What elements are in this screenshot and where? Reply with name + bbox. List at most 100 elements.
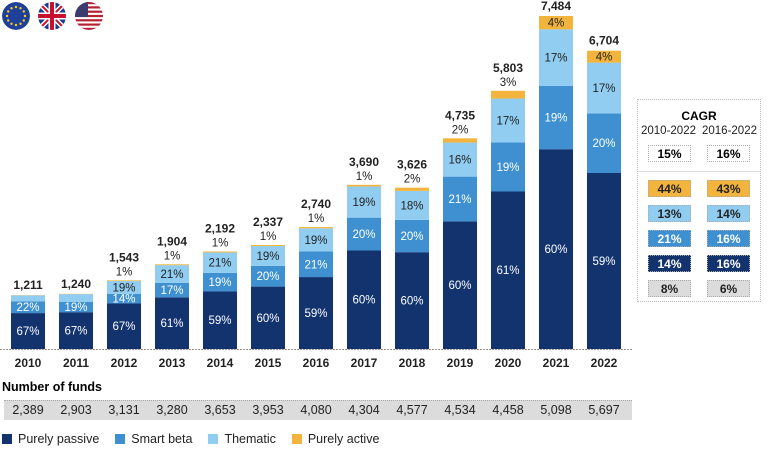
cagr-value: 6% <box>707 280 750 297</box>
legend-swatch <box>2 434 12 444</box>
segment-label: 21% <box>208 258 231 270</box>
segment-label: 22% <box>16 302 39 314</box>
bar-segment-purely-active <box>203 251 237 253</box>
bar-segment-purely-active <box>155 264 189 266</box>
legend-swatch <box>291 434 302 444</box>
bar-segment-thematic <box>299 228 333 252</box>
total-label: 3,690 <box>349 155 379 169</box>
bar-segment-purely-active <box>491 90 525 99</box>
legend: Purely passive Smart beta Thematic Purely a… <box>2 432 379 446</box>
segment-label: 4% <box>596 52 613 64</box>
segment-label: 4% <box>548 18 565 30</box>
fund-count: 3,953 <box>252 403 284 417</box>
bar-segment-thematic <box>107 281 141 294</box>
cagr-value: 44% <box>648 180 691 197</box>
segment-label: 1% <box>164 250 181 262</box>
fund-count: 3,653 <box>204 403 236 417</box>
fund-count: 4,534 <box>444 403 476 417</box>
cagr-value: 14% <box>707 205 750 222</box>
cagr-panel: CAGR 2010-2022 2016-2022 15% 16% 44% 43% 13%… <box>637 99 761 302</box>
eu-star-icon <box>7 10 10 13</box>
eu-star-icon <box>19 22 22 25</box>
bar-segment-purely-active <box>587 50 621 63</box>
segment-label: 17% <box>160 285 183 297</box>
fund-count: 4,080 <box>300 403 332 417</box>
bar-segment-purely-passive <box>347 250 381 349</box>
bar-segment-purely-passive <box>587 173 621 349</box>
eu-flag-icon <box>2 2 30 30</box>
total-label: 5,803 <box>493 61 523 75</box>
bar-segment-smart-beta <box>107 293 141 304</box>
x-tick-label: 2016 <box>303 356 330 370</box>
segment-label: 60% <box>256 313 279 325</box>
x-tick-label: 2021 <box>543 356 570 370</box>
bar-segment-smart-beta <box>155 282 189 298</box>
fund-count: 4,458 <box>492 403 524 417</box>
fund-count: 2,389 <box>12 403 44 417</box>
bar-segment-purely-passive <box>59 312 93 349</box>
segment-label: 60% <box>352 295 375 307</box>
bar-segment-purely-passive <box>491 191 525 349</box>
bar-segment-thematic <box>491 98 525 143</box>
fund-count: 5,697 <box>588 403 620 417</box>
bar-segment-purely-passive <box>443 221 477 349</box>
bar-segment-thematic <box>347 186 381 218</box>
x-tick-label: 2018 <box>399 356 426 370</box>
x-tick-label: 2013 <box>159 356 186 370</box>
number-of-funds-title: Number of funds <box>2 380 102 394</box>
segment-label: 60% <box>544 244 567 256</box>
cagr-period: 2016-2022 <box>702 125 757 137</box>
bar-segment-purely-passive <box>155 297 189 349</box>
segment-label: 21% <box>304 259 327 271</box>
total-label: 2,337 <box>253 215 283 229</box>
eu-star-icon <box>22 19 25 22</box>
segment-label: 1% <box>308 213 325 225</box>
cagr-value: 16% <box>707 230 750 247</box>
fund-count: 3,280 <box>156 403 188 417</box>
bar-segment-thematic <box>155 265 189 283</box>
cagr-period: 2010-2022 <box>641 125 696 137</box>
cagr-row: 21% 16% <box>638 230 760 247</box>
segment-label: 18% <box>400 200 423 212</box>
cagr-value: 14% <box>648 255 691 272</box>
total-label: 4,735 <box>445 108 475 122</box>
segment-label: 14% <box>112 294 135 306</box>
segment-label: 59% <box>304 308 327 320</box>
bar-segment-smart-beta <box>347 217 381 251</box>
segment-label: 1% <box>212 237 229 249</box>
total-label: 2,192 <box>205 221 235 235</box>
fund-count: 4,577 <box>396 403 428 417</box>
fund-count: 3,131 <box>108 403 140 417</box>
bar-segment-smart-beta <box>59 301 93 313</box>
segment-label: 67% <box>112 321 135 333</box>
total-label: 1,211 <box>13 278 43 292</box>
eu-star-icon <box>14 5 18 9</box>
number-of-funds-row: 2,389 2,903 3,131 3,280 3,653 3,953 4,080 4,304… <box>4 400 632 420</box>
legend-item: Purely active <box>291 432 380 446</box>
segment-label: 16% <box>448 155 471 167</box>
bar-segment-thematic <box>539 29 573 86</box>
eu-star-icon <box>19 7 22 10</box>
bar-segment-smart-beta <box>539 85 573 150</box>
segment-label: 20% <box>352 229 375 241</box>
us-flag-icon <box>75 2 103 30</box>
segment-label: 2% <box>404 174 421 186</box>
segment-label: 1% <box>116 266 133 278</box>
x-tick-label: 2012 <box>111 356 138 370</box>
bar-segment-smart-beta <box>299 251 333 278</box>
segment-label: 19% <box>544 113 567 125</box>
cagr-value: 16% <box>707 255 750 272</box>
bar-segment-smart-beta <box>443 176 477 222</box>
bar-segment-purely-active <box>107 280 141 282</box>
bar-segment-thematic <box>443 142 477 177</box>
bar-segment-purely-active <box>395 187 429 191</box>
cagr-row: 14% 16% <box>638 255 760 272</box>
total-label: 3,626 <box>397 158 427 172</box>
x-tick-label: 2011 <box>63 356 89 370</box>
bar-segment-purely-active <box>539 16 573 30</box>
bar-segment-smart-beta <box>587 113 621 174</box>
bar-segment-purely-passive <box>251 286 285 349</box>
cagr-value: 8% <box>648 280 691 297</box>
legend-label: Purely active <box>307 432 380 446</box>
segment-label: 20% <box>592 138 615 150</box>
